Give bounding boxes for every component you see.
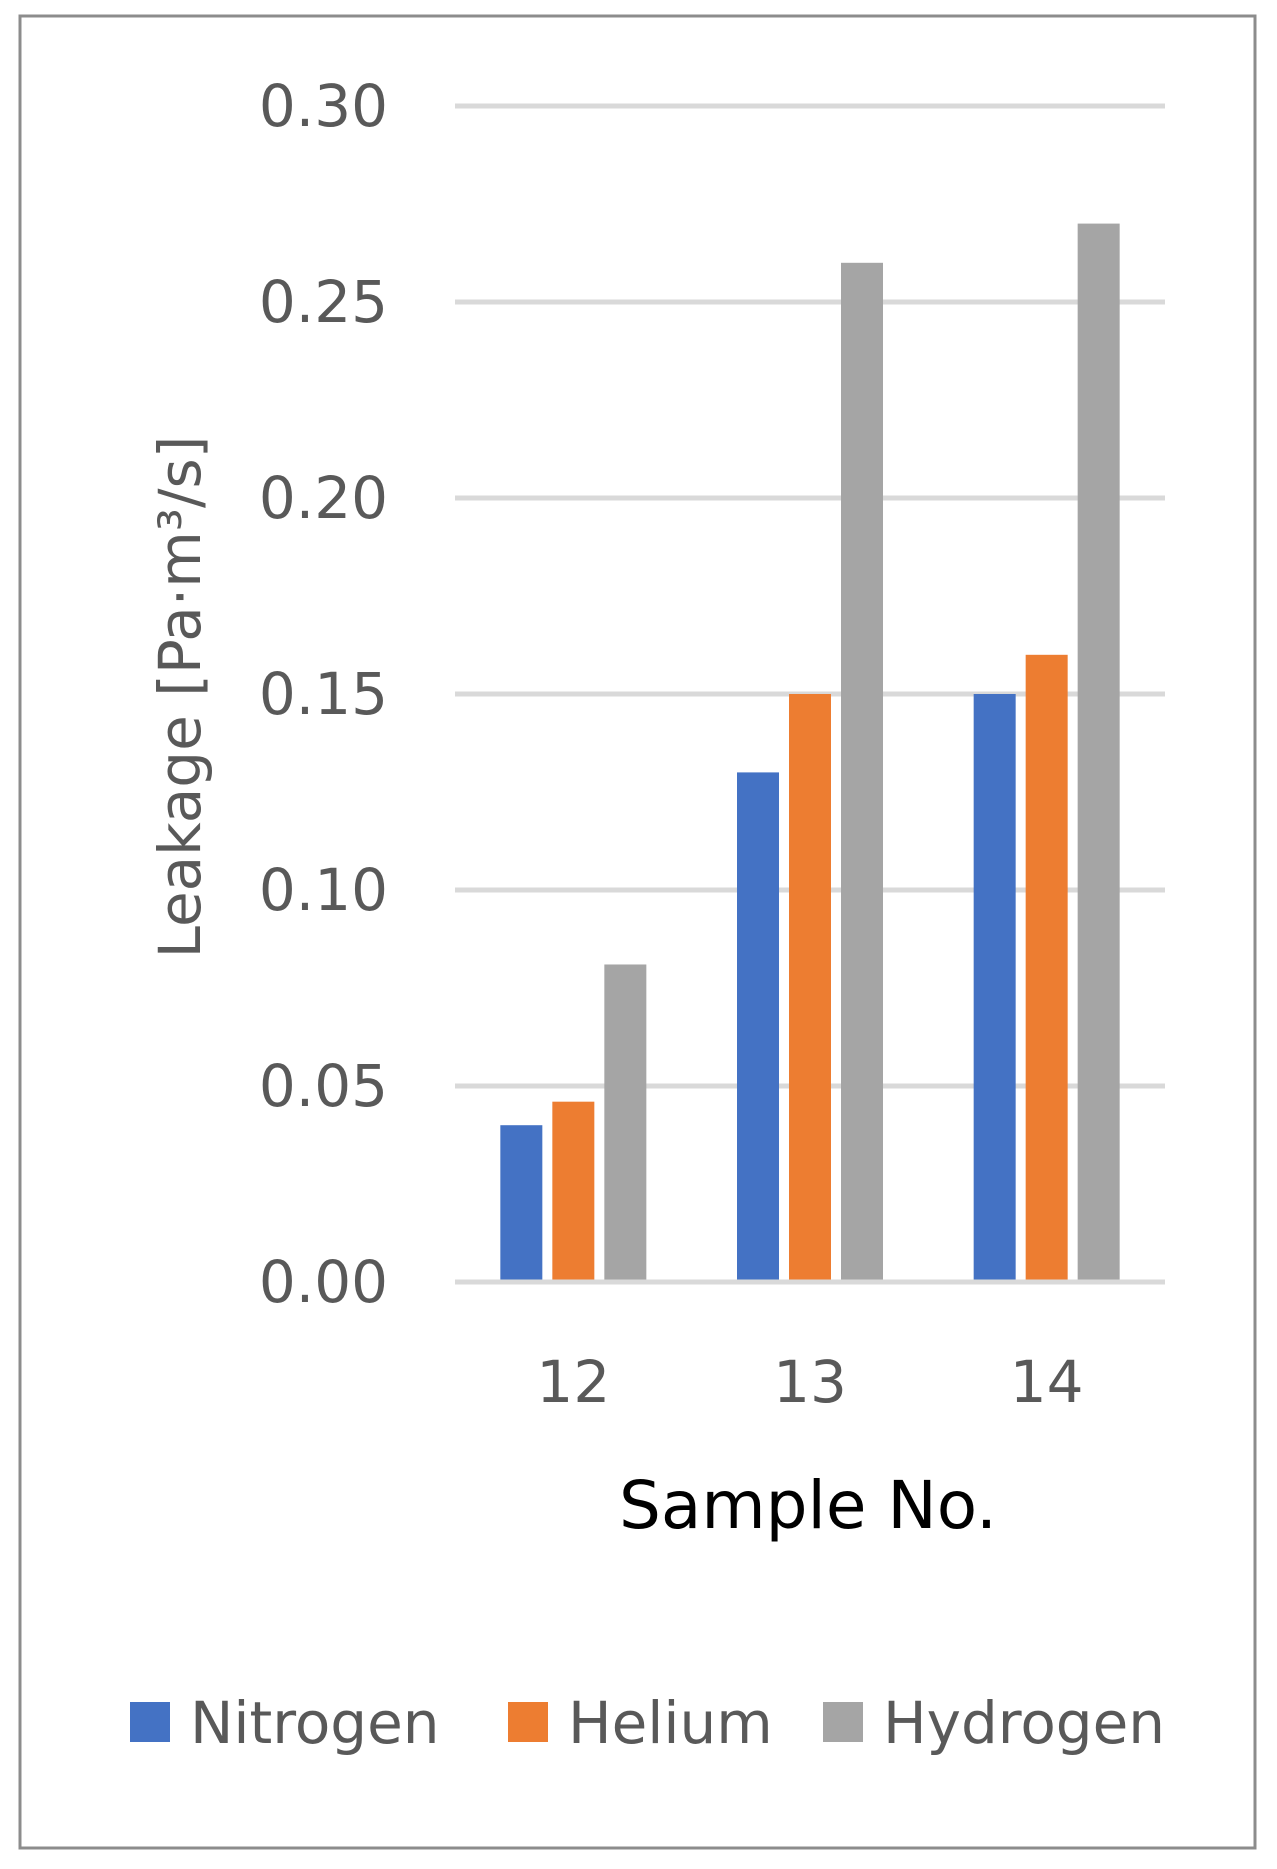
x-axis-ticks: 12 13 14	[536, 1348, 1083, 1416]
bars	[455, 223, 1165, 1285]
y-tick-label: 0.25	[259, 268, 388, 336]
legend-label-helium: Helium	[568, 1689, 773, 1757]
legend-swatch-helium	[508, 1702, 548, 1742]
bar-nitrogen-13	[737, 772, 779, 1282]
y-tick-label: 0.20	[259, 464, 388, 532]
legend-swatch-nitrogen	[130, 1702, 170, 1742]
y-tick-label: 0.15	[259, 660, 388, 728]
legend: Nitrogen Helium Hydrogen	[130, 1689, 1165, 1757]
legend-label-nitrogen: Nitrogen	[190, 1689, 440, 1757]
y-axis-label: Leakage [Pa·m³/s]	[146, 436, 214, 959]
y-tick-label: 0.30	[259, 72, 388, 140]
bar-helium-14	[1025, 654, 1068, 1282]
bar-hydrogen-13	[841, 262, 883, 1282]
bar-hydrogen-14	[1077, 223, 1120, 1283]
bar-hydrogen-12	[604, 964, 647, 1282]
y-axis-ticks: 0.00 0.05 0.10 0.15 0.20 0.25 0.30	[259, 72, 388, 1316]
y-tick-label: 0.00	[259, 1248, 388, 1316]
bar-helium-12	[552, 1101, 595, 1282]
x-tick-label: 12	[536, 1348, 610, 1416]
x-axis-label: Sample No.	[619, 1467, 997, 1544]
bar-helium-13	[789, 694, 831, 1282]
x-tick-label: 14	[1010, 1348, 1084, 1416]
bar-nitrogen-12	[500, 1125, 543, 1282]
x-tick-label: 13	[773, 1348, 847, 1416]
legend-swatch-hydrogen	[823, 1702, 863, 1742]
legend-label-hydrogen: Hydrogen	[883, 1689, 1165, 1757]
y-tick-label: 0.05	[259, 1052, 388, 1120]
y-tick-label: 0.10	[259, 856, 388, 924]
bar-nitrogen-14	[973, 694, 1016, 1282]
